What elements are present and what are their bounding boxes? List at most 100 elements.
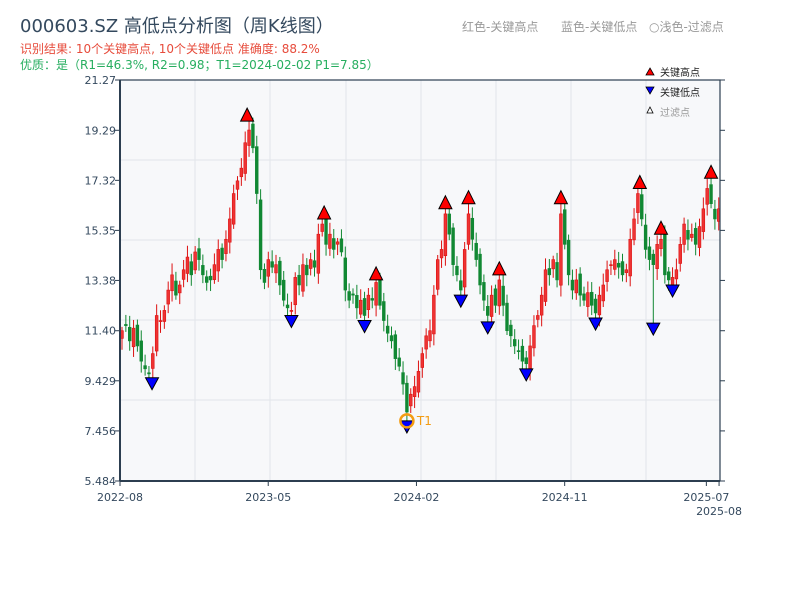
candle [701,197,706,240]
candle-body [601,284,605,302]
candle-body [566,239,571,276]
candle [401,361,405,395]
candle-body [231,193,236,225]
candle-body [201,265,205,276]
candle [435,254,440,296]
candle-body [374,282,378,306]
candle [224,230,228,262]
candle [547,259,552,286]
candle [312,249,317,277]
candle [131,319,136,357]
candle-body [589,291,594,306]
candles [120,117,721,422]
candle-body [559,213,563,286]
candle [613,249,617,276]
candle [239,158,244,186]
x-tick-label: 2024-02 [393,491,439,504]
t1-label: T1 [416,414,432,428]
candle [509,319,513,347]
y-tick-label: 9.429 [85,375,117,388]
candle [270,250,274,274]
candle [470,207,475,251]
key-low-marker [453,294,469,309]
candle-body [690,233,694,238]
y-tick-label: 13.38 [85,274,117,287]
candle [543,258,548,306]
candle [409,388,413,413]
candle-body [663,233,667,276]
key-high-marker [461,189,476,205]
candle [216,239,220,282]
candle-body [139,340,143,362]
candle [358,289,363,319]
candle-body [643,224,648,250]
candle-body [428,330,432,342]
candle [185,245,190,283]
candle [339,229,344,257]
candle [620,253,625,282]
candle [566,234,571,286]
candle [397,348,401,372]
candle [505,294,509,336]
candle [532,315,536,357]
candle [693,222,698,256]
candle-body [497,279,501,307]
candle-body [466,213,471,245]
key-low-marker [357,320,372,334]
candle-body [328,233,332,249]
candle [262,263,267,290]
candle-body [609,264,613,266]
candle-body [362,298,367,316]
candle-body [678,244,682,264]
candle [297,264,301,296]
candle-body [455,265,459,276]
key-high-marker [632,174,648,189]
candle [536,310,540,328]
candle [305,258,309,287]
candle [486,294,490,322]
candle-body [162,310,167,322]
candle-body [616,262,621,268]
y-tick-label: 7.456 [85,425,117,438]
candle [501,274,505,317]
candle-body [651,253,656,265]
candle-body [189,261,193,276]
candle [128,315,132,351]
candle-body [478,253,482,286]
candle [139,330,143,373]
candle-body [632,218,636,241]
candle [247,121,251,157]
candle-body [416,371,421,393]
candle-body [524,357,528,365]
candle-body [486,306,490,316]
candle-body [197,248,201,260]
candle [551,255,555,278]
candle-body [640,194,644,220]
candle [347,283,351,309]
candle-body [258,199,263,271]
key-high-marker [239,107,255,122]
candle [412,375,417,409]
candle [293,272,297,315]
candle-body [151,353,155,369]
candle [332,229,336,259]
candle-body [178,284,182,294]
candle [582,286,586,306]
y-tick-label: 19.29 [85,124,117,137]
candle [278,256,282,295]
key-low-marker [665,284,680,299]
candle-body [305,264,309,276]
candle-body [339,238,344,253]
candle [370,287,374,309]
candle [243,131,247,181]
key-low-marker [144,377,160,391]
page-title: 000603.SZ 高低点分析图（周K线图） [20,16,334,37]
candle [609,260,613,275]
candle [632,208,636,246]
candle [493,284,498,313]
candle-body [320,223,324,232]
candle [274,254,278,284]
candle [355,284,359,319]
key-high-marker [316,204,332,220]
candle [563,201,567,250]
